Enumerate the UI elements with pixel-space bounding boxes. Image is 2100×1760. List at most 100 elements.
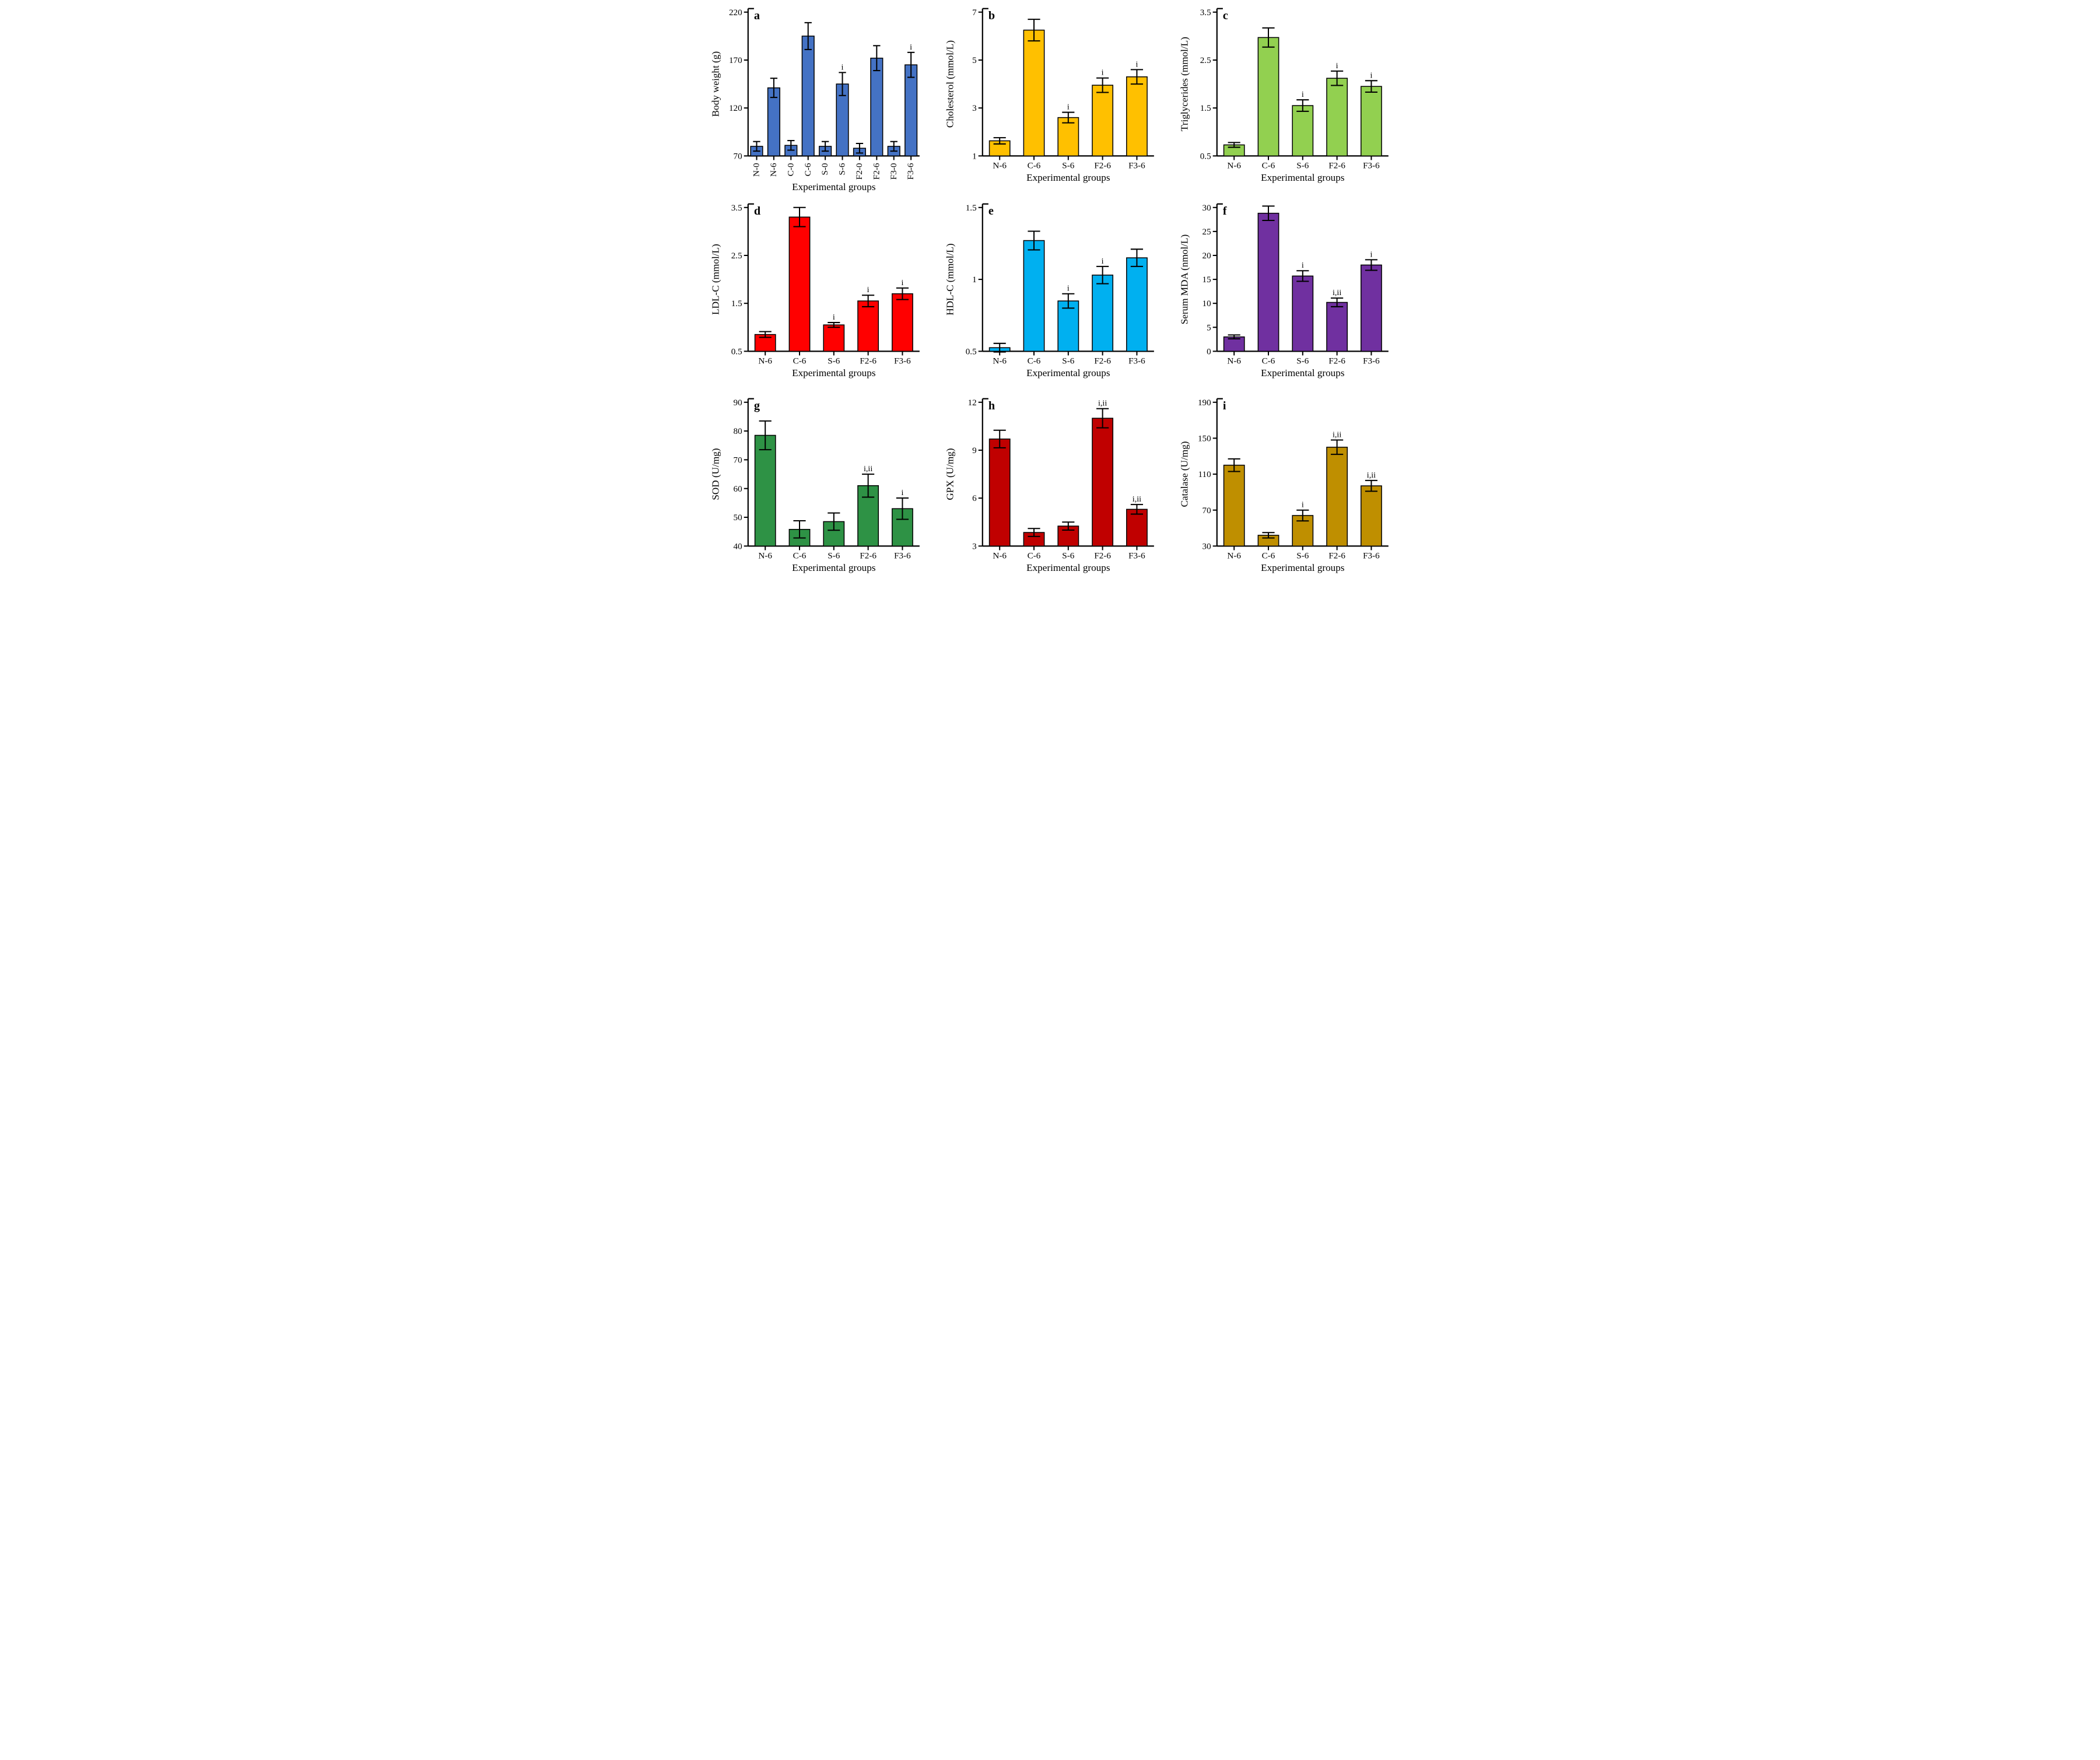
svg-text:F3-6: F3-6 <box>1363 356 1380 366</box>
svg-text:1.5: 1.5 <box>1200 103 1211 113</box>
svg-text:70: 70 <box>1202 506 1211 516</box>
svg-text:110: 110 <box>1198 469 1211 479</box>
bar-f-4 <box>1361 265 1381 351</box>
svg-text:2.5: 2.5 <box>731 251 742 261</box>
panel-e: 0.511.5N-6C-6iS-6iF2-6F3-6eHDL-C (mmol/L… <box>938 199 1162 388</box>
svg-text:F2-0: F2-0 <box>854 163 864 180</box>
svg-text:70: 70 <box>733 455 742 465</box>
svg-text:i: i <box>1067 283 1069 293</box>
svg-text:b: b <box>988 9 994 22</box>
svg-text:60: 60 <box>733 484 742 494</box>
bar-i-3 <box>1326 447 1347 546</box>
svg-text:N-0: N-0 <box>751 163 761 177</box>
svg-text:i,ii: i,ii <box>1332 430 1341 440</box>
svg-text:Cholesterol (mmol/L): Cholesterol (mmol/L) <box>944 40 955 128</box>
bar-b-3 <box>1092 85 1112 156</box>
svg-text:i: i <box>1301 500 1303 510</box>
svg-text:S-6: S-6 <box>1296 551 1309 561</box>
svg-text:S-6: S-6 <box>837 163 847 175</box>
svg-text:1: 1 <box>972 275 977 285</box>
bar-d-4 <box>892 293 912 351</box>
svg-text:C-6: C-6 <box>793 356 806 366</box>
svg-text:F3-6: F3-6 <box>1128 356 1145 366</box>
svg-text:1.5: 1.5 <box>731 299 742 308</box>
svg-text:N-6: N-6 <box>768 163 778 177</box>
svg-text:F2-6: F2-6 <box>1328 161 1345 171</box>
svg-text:Experimental groups: Experimental groups <box>792 367 876 378</box>
svg-text:12: 12 <box>967 398 976 408</box>
svg-text:S-6: S-6 <box>1296 161 1309 171</box>
svg-text:i: i <box>1301 261 1303 270</box>
svg-text:f: f <box>1222 205 1226 218</box>
svg-text:5: 5 <box>972 55 977 65</box>
svg-text:C-6: C-6 <box>1027 161 1040 171</box>
svg-text:i: i <box>1135 59 1138 69</box>
svg-text:i: i <box>1101 68 1103 78</box>
svg-text:9: 9 <box>972 446 977 455</box>
bar-e-3 <box>1092 275 1112 351</box>
svg-text:i: i <box>910 43 912 52</box>
svg-text:170: 170 <box>728 55 742 65</box>
panel-f: 051015202530N-6C-6iS-6i,iiF2-6iF3-6fSeru… <box>1173 199 1397 388</box>
svg-text:220: 220 <box>728 8 742 17</box>
svg-text:Catalase (U/mg): Catalase (U/mg) <box>1179 441 1190 507</box>
svg-text:190: 190 <box>1197 398 1211 408</box>
panel-a: 70120170220N-0N-6C-0C-6S-0iS-6F2-0F2-6F3… <box>704 3 928 193</box>
svg-text:15: 15 <box>1202 275 1211 285</box>
bar-h-4 <box>1126 510 1147 546</box>
bar-h-3 <box>1092 419 1112 546</box>
svg-text:a: a <box>753 9 759 22</box>
svg-text:S-0: S-0 <box>820 163 830 175</box>
bar-a-1 <box>767 88 780 156</box>
svg-text:70: 70 <box>733 151 742 161</box>
svg-text:i: i <box>1222 399 1226 412</box>
svg-text:Experimental groups: Experimental groups <box>1261 562 1345 573</box>
svg-text:S-6: S-6 <box>828 551 840 561</box>
panel-h: 36912N-6C-6S-6i,iiF2-6i,iiF3-6hGPX (U/mg… <box>938 394 1162 583</box>
svg-text:F3-6: F3-6 <box>894 551 911 561</box>
svg-text:N-6: N-6 <box>993 551 1007 561</box>
bar-d-2 <box>823 325 844 351</box>
svg-text:i,ii: i,ii <box>1332 288 1341 297</box>
svg-text:50: 50 <box>733 513 742 523</box>
svg-text:i: i <box>1370 71 1372 80</box>
svg-text:C-6: C-6 <box>1027 551 1040 561</box>
svg-text:F2-6: F2-6 <box>860 356 877 366</box>
svg-text:g: g <box>753 399 759 412</box>
svg-text:Experimental groups: Experimental groups <box>1026 172 1110 183</box>
svg-text:N-6: N-6 <box>1227 551 1241 561</box>
bar-e-1 <box>1023 240 1044 351</box>
panel-c: 0.51.52.53.5N-6C-6iS-6iF2-6iF3-6cTriglyc… <box>1173 3 1397 193</box>
svg-text:F2-6: F2-6 <box>1094 161 1111 171</box>
svg-text:F3-6: F3-6 <box>1363 161 1380 171</box>
svg-text:3.5: 3.5 <box>1200 8 1211 17</box>
svg-text:Experimental groups: Experimental groups <box>792 562 876 573</box>
panel-g: 405060708090N-6C-6S-6i,iiF2-6iF3-6gSOD (… <box>704 394 928 583</box>
svg-text:F3-0: F3-0 <box>888 163 898 180</box>
svg-text:Experimental groups: Experimental groups <box>1261 367 1345 378</box>
svg-text:40: 40 <box>733 542 742 552</box>
svg-text:F2-6: F2-6 <box>860 551 877 561</box>
bar-a-9 <box>904 65 917 156</box>
svg-text:6: 6 <box>972 494 977 504</box>
svg-text:0: 0 <box>1207 346 1211 356</box>
svg-text:C-6: C-6 <box>793 551 806 561</box>
svg-text:3.5: 3.5 <box>731 203 742 213</box>
svg-text:h: h <box>988 399 994 412</box>
bar-d-1 <box>789 217 809 351</box>
bar-b-1 <box>1023 30 1044 156</box>
svg-text:N-6: N-6 <box>993 356 1007 366</box>
bar-d-3 <box>857 301 878 351</box>
svg-text:LDL-C (mmol/L): LDL-C (mmol/L) <box>710 244 721 315</box>
svg-text:SOD (U/mg): SOD (U/mg) <box>710 448 721 500</box>
svg-text:2.5: 2.5 <box>1200 55 1211 65</box>
bar-a-3 <box>802 36 814 156</box>
svg-text:10: 10 <box>1202 299 1211 308</box>
svg-text:C-6: C-6 <box>1261 356 1275 366</box>
svg-text:S-6: S-6 <box>1062 161 1074 171</box>
svg-text:F2-6: F2-6 <box>871 163 881 180</box>
svg-text:i: i <box>1301 90 1303 99</box>
svg-text:e: e <box>988 205 993 218</box>
panel-i: 3070110150190N-6C-6iS-6i,iiF2-6i,iiF3-6i… <box>1173 394 1397 583</box>
panel-b: 1357N-6C-6iS-6iF2-6iF3-6bCholesterol (mm… <box>938 3 1162 193</box>
